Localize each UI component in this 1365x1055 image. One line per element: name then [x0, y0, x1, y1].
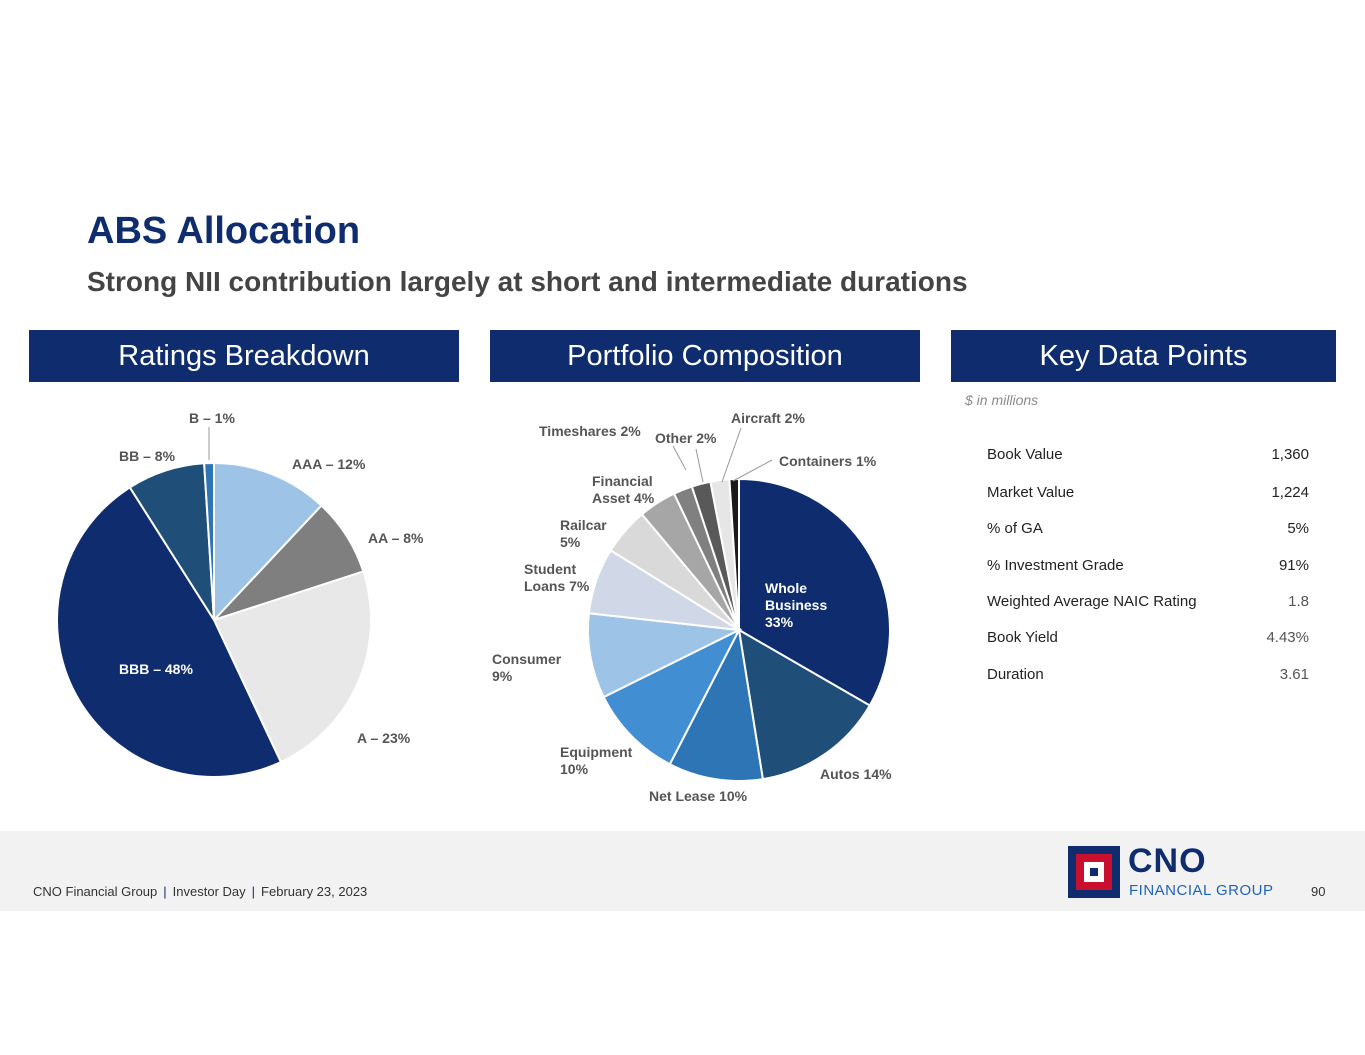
logo-tagline: FINANCIAL GROUP — [1129, 882, 1274, 899]
separator: | — [163, 884, 167, 899]
kdp-value: 3.61 — [1279, 666, 1309, 683]
label-b: B – 1% — [189, 410, 235, 426]
pie-slice-bbb — [56, 486, 283, 778]
kdp-row: % Investment Grade 91% — [987, 557, 1309, 574]
pie-slice-whole — [738, 477, 891, 707]
footer-bar — [0, 831, 1365, 911]
footer-event: Investor Day — [172, 884, 246, 899]
label-other: Other 2% — [655, 430, 717, 446]
separator: | — [251, 884, 256, 899]
kdp-row: Book Value 1,360 — [987, 446, 1309, 463]
kdp-label: % Investment Grade — [987, 557, 1124, 574]
portfolio-pie — [587, 477, 891, 782]
kdp-value: 91% — [1278, 557, 1309, 574]
pie-slice-b — [203, 461, 215, 621]
kdp-row: Weighted Average NAIC Rating 1.8 — [987, 593, 1309, 610]
footer-text: CNO Financial Group | Investor Day | Februar… — [33, 884, 367, 899]
kdp-label: Book Yield — [987, 629, 1058, 646]
kdp-label: Weighted Average NAIC Rating — [987, 593, 1197, 610]
label-a: A – 23% — [357, 730, 411, 746]
pie-slice-consumer — [587, 612, 743, 699]
ratings-labels: B – 1% AAA – 12% AA – 8% A – 23% BBB – 4… — [119, 410, 424, 746]
label-student-loans: Student Loans 7% — [524, 561, 590, 594]
kdp-label: Market Value — [987, 484, 1075, 501]
leader-line — [695, 448, 704, 483]
label-aaa: AAA – 12% — [292, 456, 366, 472]
pie-slice-equipment — [602, 627, 742, 766]
portfolio-labels: Whole Business 33% Autos 14% Net Lease 10%… — [492, 410, 892, 804]
leader-line — [672, 445, 687, 471]
label-autos: Autos 14% — [820, 766, 892, 782]
footer-company: CNO Financial Group — [33, 884, 158, 899]
kdp-row: % of GA 5% — [987, 520, 1309, 537]
kdp-label: Duration — [987, 666, 1044, 683]
label-aircraft: Aircraft 2% — [731, 410, 805, 426]
kdp-value: 1,360 — [1271, 446, 1309, 463]
kdp-value: 1.8 — [1288, 593, 1309, 610]
portfolio-header: Portfolio Composition — [490, 330, 920, 382]
ratings-pie — [56, 461, 372, 778]
label-containers: Containers 1% — [779, 453, 877, 469]
leader-line — [721, 427, 742, 483]
kdp-row: Market Value 1,224 — [987, 484, 1309, 501]
pie-slice-a — [212, 570, 372, 764]
kdp-value: 4.43% — [1266, 629, 1309, 646]
page-number: 90 — [1311, 884, 1326, 899]
cno-logo: CNO FINANCIAL GROUP — [1068, 842, 1288, 901]
units-note: $ in millions — [965, 392, 1039, 408]
label-aa: AA – 8% — [368, 530, 424, 546]
footer-date: February 23, 2023 — [261, 884, 368, 899]
ratings-header: Ratings Breakdown — [29, 330, 459, 382]
kdp-value: 5% — [1287, 520, 1309, 537]
label-bb: BB – 8% — [119, 448, 176, 464]
label-financial-asset: Financial Asset 4% — [592, 473, 655, 506]
pie-slice-aaa — [213, 461, 323, 623]
label-equipment: Equipment 10% — [560, 744, 633, 777]
kdp-label: Book Value — [987, 446, 1063, 463]
pie-slice-net — [668, 626, 765, 782]
page-title: ABS Allocation — [87, 210, 361, 252]
pie-charts: B – 1% AAA – 12% AA – 8% A – 23% BBB – 4… — [56, 410, 892, 804]
pie-slice-containers — [728, 477, 740, 631]
logo-mark — [1068, 846, 1120, 898]
label-consumer: Consumer 9% — [492, 651, 562, 684]
label-whole-business: Whole Business 33% — [765, 580, 827, 630]
label-net-lease: Net Lease 10% — [649, 788, 748, 804]
page-subtitle: Strong NII contribution largely at short… — [87, 266, 968, 297]
leader-line — [732, 459, 773, 482]
key-data-header: Key Data Points — [951, 330, 1336, 382]
kdp-row: Duration 3.61 — [987, 666, 1309, 683]
kdp-value: 1,224 — [1271, 484, 1309, 501]
label-railcar: Railcar 5% — [560, 517, 607, 550]
label-bbb: BBB – 48% — [119, 661, 193, 677]
kdp-row: Book Yield 4.43% — [987, 629, 1309, 646]
logo-wordmark: CNO — [1128, 842, 1207, 880]
kdp-label: % of GA — [987, 520, 1043, 537]
label-timeshares: Timeshares 2% — [539, 423, 641, 439]
pie-slice-autos — [737, 628, 872, 781]
